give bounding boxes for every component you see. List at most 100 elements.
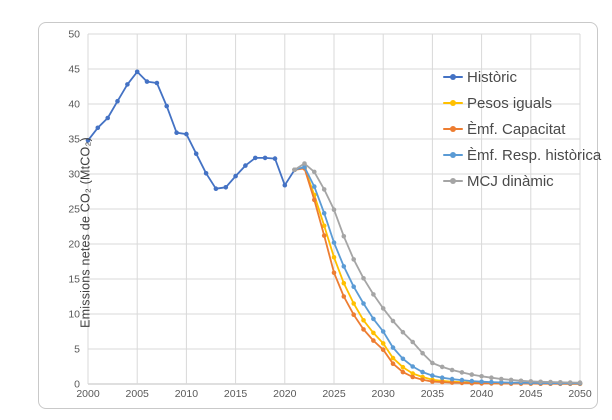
chart-frame: 0 5 10 15 20 25 30 35 40 45 50 2000 2005 2010 2015 2020… [38,22,601,409]
y-tick-label-30: 30 [68,169,80,181]
data-point-emf-resp-historica-2025 [331,240,337,245]
data-point-historic-2003 [115,98,120,104]
series-line-historic [87,70,296,190]
data-point-mcj-dinamic-2025 [331,207,337,212]
data-point-emf-resp-historica-2034 [420,369,425,375]
legend-item-emf-resp-historica: Èmf. Resp. històrica [443,142,601,168]
data-point-pesos-iguals-2029 [371,330,376,336]
data-point-mcj-dinamic-2036 [439,364,445,370]
data-point-historic-2020 [282,182,288,188]
data-point-mcj-dinamic-2037 [449,367,455,373]
data-point-mcj-dinamic-2029 [371,292,376,297]
legend-line-marker-icon [443,98,463,108]
x-tick-label-2045: 2045 [519,388,543,400]
data-point-mcj-dinamic-2050 [577,380,583,385]
y-tick-label-50: 50 [68,29,80,41]
data-point-emf-capacitat-2033 [410,374,416,380]
data-point-historic-2013 [213,186,219,191]
y-tick-label-40: 40 [68,99,80,111]
data-point-historic-2011 [193,151,199,156]
legend-line-marker-icon [443,176,463,186]
x-tick-label-2050: 2050 [568,388,592,400]
legend-item-emf-capacitat: Èmf. Capacitat [443,116,601,142]
data-point-historic-2017 [253,155,258,161]
x-tick-label-2035: 2035 [421,388,445,400]
data-point-historic-2015 [233,173,238,179]
data-point-mcj-dinamic-2040 [479,374,484,379]
legend-label: Històric [467,68,518,86]
data-point-pesos-iguals-2031 [390,355,396,361]
y-tick-label-20: 20 [68,239,80,251]
legend-label: Èmf. Resp. històrica [467,146,602,164]
data-point-mcj-dinamic-2047 [548,379,553,385]
series-line-pesos-iguals [293,166,581,385]
data-point-emf-resp-historica-2040 [479,379,484,385]
data-point-pesos-iguals-2026 [341,280,347,286]
data-point-pesos-iguals-2027 [351,301,357,306]
legend-line-marker-icon [443,124,463,134]
data-point-historic-2001 [95,125,101,131]
series-line-emf-capacitat [293,167,581,385]
data-point-mcj-dinamic-2035 [430,360,435,366]
data-point-pesos-iguals-2028 [361,318,366,323]
data-point-mcj-dinamic-2023 [312,169,317,175]
legend: Històric Pesos iguals Èmf. Capacitat Èmf… [443,64,601,194]
data-point-emf-capacitat-2032 [400,369,406,375]
data-point-historic-2016 [243,163,248,168]
data-point-historic-2010 [184,131,189,137]
x-tick-label-2020: 2020 [273,388,297,400]
data-point-pesos-iguals-2032 [400,364,406,370]
data-point-emf-resp-historica-2031 [390,345,396,350]
series-line-emf-resp-historica [293,166,581,385]
data-point-mcj-dinamic-2045 [528,379,534,384]
data-point-emf-capacitat-2029 [371,338,376,343]
data-point-emf-resp-historica-2032 [400,356,406,362]
data-point-emf-resp-historica-2036 [439,375,445,381]
data-point-emf-resp-historica-2024 [321,210,327,216]
data-point-historic-2007 [154,80,160,86]
data-point-mcj-dinamic-2046 [538,379,543,385]
data-point-emf-capacitat-2031 [390,361,396,367]
data-point-emf-capacitat-2030 [380,347,386,353]
data-point-mcj-dinamic-2041 [489,375,494,381]
data-point-pesos-iguals-2033 [410,371,416,376]
data-point-mcj-dinamic-2043 [508,377,514,383]
data-point-mcj-dinamic-2038 [459,370,465,375]
data-point-historic-2004 [125,82,130,87]
data-point-emf-capacitat-2024 [321,233,327,238]
data-point-mcj-dinamic-2034 [420,350,425,356]
x-tick-label-2010: 2010 [175,388,199,400]
data-point-mcj-dinamic-2039 [469,372,475,377]
y-tick-label-15: 15 [68,274,80,286]
legend-item-historic: Històric [443,64,601,90]
data-point-emf-resp-historica-2042 [499,380,504,385]
data-point-historic-2008 [164,103,169,109]
series-markers-mcj-dinamic [292,161,583,385]
series-line-mcj-dinamic [293,162,581,384]
series-markers-emf-resp-historica [292,164,583,386]
data-point-mcj-dinamic-2031 [390,318,396,324]
data-point-historic-2019 [272,156,278,161]
data-point-mcj-dinamic-2030 [380,306,386,311]
data-point-emf-capacitat-2028 [361,327,366,332]
data-point-emf-capacitat-2027 [351,312,357,318]
data-point-emf-resp-historica-2029 [371,316,376,322]
data-point-mcj-dinamic-2033 [410,339,416,345]
data-point-emf-resp-historica-2038 [459,377,465,383]
legend-line-marker-icon [443,150,463,160]
data-point-emf-resp-historica-2026 [341,264,347,269]
data-point-pesos-iguals-2030 [380,341,386,346]
data-point-mcj-dinamic-2027 [351,257,357,262]
legend-line-marker-icon [443,72,463,82]
y-tick-label-0: 0 [74,379,80,391]
data-point-emf-capacitat-2035 [430,379,435,384]
y-axis-title: Emissions netes de CO₂ (MtCO₂) [78,137,93,328]
data-point-emf-capacitat-2026 [341,294,347,299]
data-point-historic-2006 [144,79,150,84]
data-point-emf-resp-historica-2023 [312,184,317,189]
x-tick-label-2030: 2030 [372,388,396,400]
data-point-historic-2002 [105,115,110,121]
data-point-pesos-iguals-2024 [321,223,327,229]
data-point-historic-2005 [134,69,140,75]
